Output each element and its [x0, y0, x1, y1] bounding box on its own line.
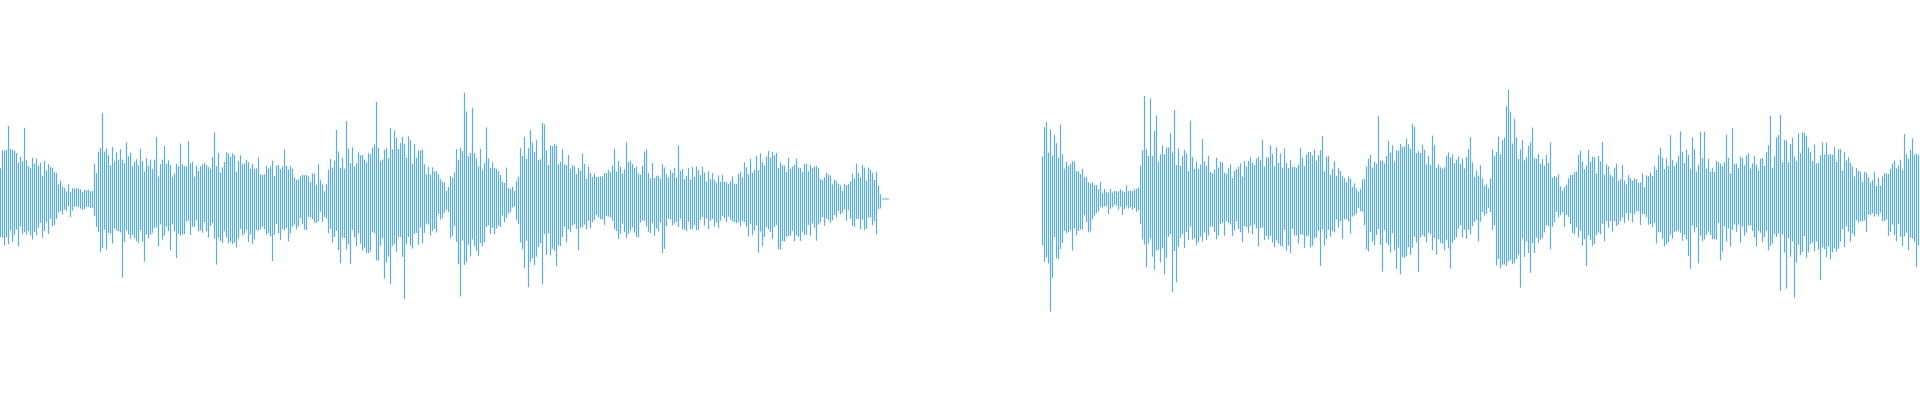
audio-waveform	[0, 89, 1920, 312]
